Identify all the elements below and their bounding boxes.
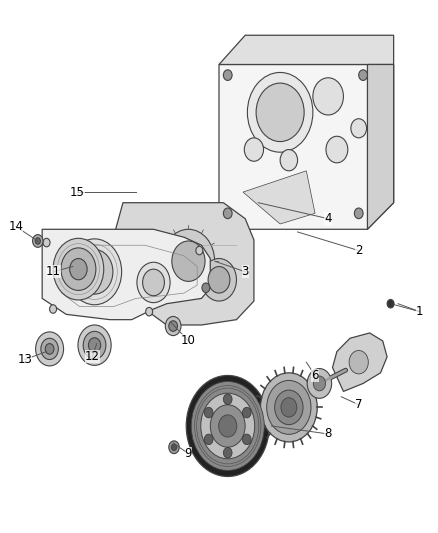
Circle shape — [307, 368, 332, 398]
Circle shape — [35, 238, 40, 244]
Circle shape — [281, 398, 297, 417]
Circle shape — [196, 246, 203, 255]
Polygon shape — [243, 171, 315, 224]
Circle shape — [70, 259, 87, 280]
Circle shape — [143, 269, 164, 296]
Circle shape — [359, 70, 367, 80]
Polygon shape — [332, 333, 387, 391]
Text: 6: 6 — [311, 369, 319, 382]
Polygon shape — [42, 229, 210, 320]
Circle shape — [210, 405, 245, 447]
Circle shape — [45, 344, 54, 354]
Polygon shape — [110, 203, 254, 325]
Circle shape — [165, 317, 181, 336]
Circle shape — [201, 393, 254, 459]
Circle shape — [137, 262, 170, 303]
Circle shape — [208, 266, 230, 293]
Circle shape — [35, 332, 64, 366]
Circle shape — [247, 72, 313, 152]
Circle shape — [186, 375, 269, 477]
Circle shape — [43, 238, 50, 247]
Circle shape — [169, 321, 177, 332]
Circle shape — [223, 70, 232, 80]
Circle shape — [172, 241, 205, 281]
Circle shape — [326, 136, 348, 163]
Circle shape — [313, 78, 343, 115]
Circle shape — [267, 381, 311, 434]
Circle shape — [83, 332, 106, 359]
Circle shape — [223, 394, 232, 405]
Text: 9: 9 — [185, 447, 192, 460]
Circle shape — [146, 308, 152, 316]
Text: 2: 2 — [355, 244, 363, 257]
Circle shape — [223, 447, 232, 458]
Circle shape — [78, 325, 111, 366]
Circle shape — [242, 434, 251, 445]
Text: 11: 11 — [46, 265, 60, 278]
Circle shape — [351, 119, 367, 138]
Circle shape — [61, 248, 96, 290]
Circle shape — [169, 441, 179, 454]
Text: 10: 10 — [181, 334, 196, 348]
Circle shape — [354, 208, 363, 219]
Circle shape — [256, 83, 304, 142]
Text: 3: 3 — [241, 265, 249, 278]
Text: 12: 12 — [85, 350, 100, 364]
Circle shape — [191, 382, 264, 471]
Circle shape — [244, 138, 264, 161]
Circle shape — [219, 415, 237, 437]
Circle shape — [162, 229, 215, 293]
Circle shape — [76, 249, 113, 294]
Circle shape — [41, 338, 58, 360]
Text: 8: 8 — [325, 427, 332, 440]
Polygon shape — [219, 35, 394, 64]
Text: 4: 4 — [325, 212, 332, 225]
Text: 7: 7 — [355, 398, 363, 411]
Polygon shape — [367, 64, 394, 229]
Text: 15: 15 — [70, 185, 85, 199]
Circle shape — [387, 300, 394, 308]
Circle shape — [67, 239, 122, 305]
Text: 14: 14 — [8, 220, 24, 233]
Text: 1: 1 — [416, 305, 424, 318]
Circle shape — [205, 434, 213, 445]
Polygon shape — [219, 64, 394, 229]
Circle shape — [261, 373, 317, 442]
Circle shape — [205, 407, 213, 418]
Circle shape — [349, 351, 368, 374]
Text: 13: 13 — [17, 353, 32, 366]
Circle shape — [313, 376, 325, 391]
Circle shape — [88, 338, 101, 353]
Circle shape — [280, 150, 297, 171]
Circle shape — [171, 444, 177, 450]
Circle shape — [242, 407, 251, 418]
Circle shape — [32, 235, 43, 247]
Circle shape — [275, 390, 303, 425]
Circle shape — [201, 259, 237, 301]
Circle shape — [223, 208, 232, 219]
Circle shape — [53, 238, 104, 300]
Circle shape — [202, 283, 210, 293]
Circle shape — [49, 305, 57, 313]
